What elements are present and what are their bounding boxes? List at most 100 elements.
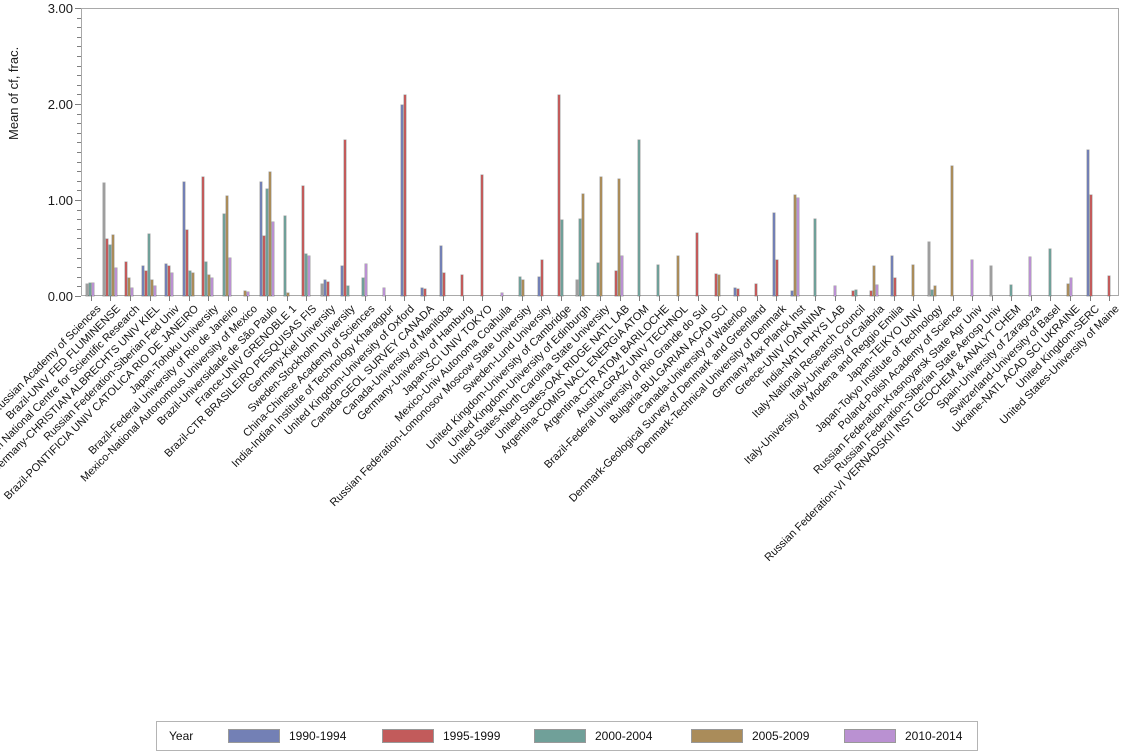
y-minor-tick: [77, 56, 81, 57]
x-tick: [835, 296, 837, 301]
bar-2010-2014: [834, 286, 836, 296]
bar-1990-1994: [791, 291, 793, 296]
legend-label: 1995-1999: [443, 729, 501, 743]
bar-2000-2004: [931, 290, 933, 296]
x-tick: [502, 296, 504, 301]
x-tick: [267, 296, 269, 301]
legend-item: 2005-2009: [691, 722, 809, 750]
bar-2005-2009: [794, 195, 796, 296]
bar-1995-1999: [168, 266, 170, 296]
bar-unlabeled: [321, 284, 323, 296]
x-tick: [697, 296, 699, 301]
x-tick: [325, 296, 327, 301]
bar-1995-1999: [541, 260, 543, 296]
y-minor-tick: [77, 113, 81, 115]
bar-2005-2009: [287, 293, 289, 296]
bar-2000-2004: [814, 219, 816, 296]
bar-2000-2004: [305, 254, 307, 296]
x-tick: [541, 296, 543, 301]
y-axis-title: Mean of cf, frac.: [6, 46, 21, 140]
bar-2000-2004: [284, 216, 286, 296]
bar-1995-1999: [615, 271, 617, 296]
y-minor-tick: [77, 27, 81, 29]
bar-2005-2009: [208, 275, 210, 296]
x-tick: [482, 296, 484, 301]
x-tick: [1089, 296, 1091, 301]
y-minor-tick: [77, 238, 81, 240]
x-tick: [286, 296, 288, 301]
bar-1995-1999: [481, 175, 483, 296]
bar-2005-2009: [151, 280, 153, 296]
y-minor-tick: [77, 161, 81, 163]
x-tick: [1070, 296, 1072, 301]
x-tick: [90, 296, 92, 301]
bar-2005-2009: [112, 235, 114, 296]
bar-2000-2004: [347, 286, 349, 296]
bar-1990-1994: [260, 182, 262, 296]
legend-swatch: [691, 729, 743, 743]
bar-2005-2009: [226, 196, 228, 296]
bar-2010-2014: [621, 256, 623, 296]
bar-2005-2009: [1067, 284, 1069, 296]
bar-2005-2009: [522, 280, 524, 296]
bar-1990-1994: [183, 182, 185, 296]
x-tick: [462, 296, 464, 301]
bar-1995-1999: [776, 260, 778, 296]
bar-2005-2009: [128, 278, 130, 296]
bar-2010-2014: [272, 222, 274, 296]
bar-2000-2004: [223, 214, 225, 296]
bar-2010-2014: [229, 258, 231, 296]
bar-2005-2009: [677, 256, 679, 296]
y-minor-tick: [77, 17, 81, 19]
bar-1990-1994: [538, 277, 540, 296]
y-tick-label: 1.00: [47, 193, 73, 208]
y-minor-tick: [77, 84, 81, 86]
x-tick: [1050, 296, 1052, 301]
y-minor-tick: [77, 228, 81, 230]
bar-1995-1999: [1108, 276, 1110, 296]
bar-1995-1999: [106, 239, 108, 296]
legend-item: 2010-2014: [844, 722, 962, 750]
bar-1990-1994: [440, 246, 442, 296]
bar-1995-1999: [715, 274, 717, 296]
bar-2010-2014: [501, 293, 503, 296]
bar-1995-1999: [894, 278, 896, 296]
bar-2010-2014: [131, 288, 133, 296]
bar-2010-2014: [211, 278, 213, 296]
legend-swatch: [844, 729, 896, 743]
x-tick: [639, 296, 641, 301]
bar-1995-1999: [327, 282, 329, 296]
bar-1995-1999: [263, 236, 265, 296]
x-tick: [1030, 296, 1032, 301]
bar-2010-2014: [383, 288, 385, 296]
x-tick: [658, 296, 660, 301]
x-tick: [560, 296, 562, 301]
bar-2000-2004: [519, 277, 521, 296]
y-minor-tick: [77, 94, 81, 96]
bar-2000-2004: [1049, 249, 1051, 296]
y-tick-label: 3.00: [47, 1, 73, 16]
x-tick: [247, 296, 249, 301]
x-tick: [932, 296, 934, 301]
bar-2010-2014: [154, 286, 156, 296]
bar-2010-2014: [171, 273, 173, 296]
y-minor-tick: [77, 219, 81, 221]
bar-unlabeled: [990, 266, 992, 296]
x-tick: [991, 296, 993, 301]
bar-2005-2009: [912, 265, 914, 296]
bar-2000-2004: [1010, 285, 1012, 296]
x-tick: [149, 296, 151, 301]
x-tick: [776, 296, 778, 301]
legend-item: 1995-1999: [382, 722, 500, 750]
bar-1995-1999: [125, 262, 127, 296]
legend-swatch: [382, 729, 434, 743]
bar-1990-1994: [341, 266, 343, 296]
x-tick: [600, 296, 601, 301]
y-minor-tick: [77, 190, 81, 192]
bar-2000-2004: [266, 189, 268, 296]
bar-2000-2004: [579, 219, 581, 296]
bar-2005-2009: [618, 179, 620, 296]
bar-2005-2009: [718, 275, 720, 296]
bar-1990-1994: [734, 288, 736, 296]
bar-2010-2014: [1070, 278, 1072, 296]
